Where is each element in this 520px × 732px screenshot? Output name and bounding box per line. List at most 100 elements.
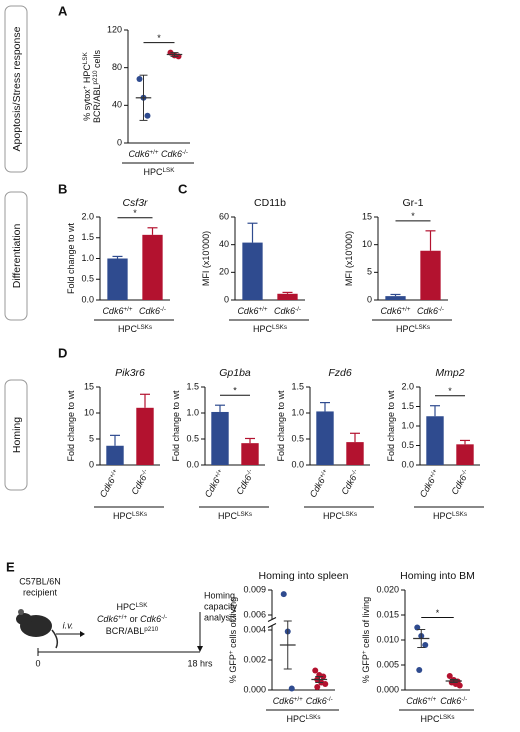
readout-label: capacity bbox=[204, 601, 238, 611]
y-axis-label: % GFP+ cells of living bbox=[361, 597, 372, 683]
y-tick-label: 0.000 bbox=[376, 684, 399, 694]
y-axis-label: MFI (x10'000) bbox=[344, 231, 354, 286]
y-tick-label: 5 bbox=[89, 433, 94, 443]
y-tick-label: 5 bbox=[367, 267, 372, 277]
y-axis-label: % sytox+ HPCLSK bbox=[82, 51, 93, 120]
panel-letter: C bbox=[178, 181, 188, 196]
axis-break bbox=[267, 623, 277, 628]
chart-title: Pik3r6 bbox=[115, 367, 145, 379]
significance-label: * bbox=[133, 208, 137, 218]
y-tick-label: 0.5 bbox=[186, 433, 199, 443]
y-tick-label: 15 bbox=[362, 211, 372, 221]
chart-title: Csf3r bbox=[122, 197, 148, 209]
y-tick-label: 120 bbox=[107, 24, 122, 34]
x-tick-label: Cdk6+/+ bbox=[406, 696, 436, 707]
timeline-label: 18 hrs bbox=[187, 658, 213, 668]
y-tick-label: 10 bbox=[362, 239, 372, 249]
chart-title: Gr-1 bbox=[403, 197, 424, 209]
data-point bbox=[312, 667, 319, 674]
bar bbox=[420, 250, 441, 300]
timeline-label: 0 bbox=[35, 658, 40, 668]
y-tick-label: 0.0 bbox=[186, 459, 199, 469]
bar bbox=[346, 442, 364, 465]
y-tick-label: 0.5 bbox=[401, 440, 414, 450]
data-point bbox=[280, 591, 287, 598]
y-axis-label: BCR/ABLp210 cells bbox=[92, 49, 103, 123]
bar bbox=[426, 416, 444, 465]
y-tick-label: 0.004 bbox=[243, 624, 266, 634]
group-label: HPCLSKs bbox=[113, 511, 147, 522]
section-box bbox=[4, 379, 28, 491]
y-tick-label: 1.5 bbox=[186, 381, 199, 391]
x-tick-label: Cdk6-/- bbox=[274, 306, 301, 317]
panel-letter: B bbox=[58, 181, 67, 196]
y-axis-label: Fold change to wt bbox=[276, 390, 286, 462]
y-tick-label: 0.5 bbox=[81, 274, 94, 284]
data-point bbox=[456, 682, 463, 689]
panel-letter: D bbox=[58, 345, 67, 360]
section-label: Homing bbox=[11, 417, 23, 453]
y-axis-label: Fold change to wt bbox=[66, 222, 76, 294]
y-tick-label: 0.0 bbox=[81, 294, 94, 304]
oncogene-label: BCR/ABLp210 bbox=[106, 626, 159, 637]
y-tick-label: 15 bbox=[84, 381, 94, 391]
bar bbox=[106, 445, 124, 465]
y-tick-label: 60 bbox=[219, 211, 229, 221]
bar bbox=[385, 296, 406, 300]
y-tick-label: 1.0 bbox=[186, 407, 199, 417]
significance-label: * bbox=[157, 33, 161, 43]
panel-letter: E bbox=[6, 559, 15, 574]
chart-title: Gp1ba bbox=[219, 367, 251, 379]
cells-label: HPCLSK bbox=[117, 602, 149, 613]
y-tick-label: 2.0 bbox=[401, 381, 414, 391]
bar bbox=[211, 411, 229, 465]
group-label: HPCLSKs bbox=[396, 324, 430, 335]
y-tick-label: 1.0 bbox=[401, 420, 414, 430]
y-tick-label: 2.0 bbox=[81, 211, 94, 221]
y-axis-label: % GFP+ cells of living bbox=[228, 597, 239, 683]
significance-label: * bbox=[411, 211, 415, 221]
y-tick-label: 0.0 bbox=[291, 459, 304, 469]
mouse-ear bbox=[18, 609, 24, 615]
bar bbox=[142, 234, 163, 300]
data-point bbox=[136, 75, 143, 82]
bar bbox=[316, 411, 334, 465]
genotype-label: Cdk6+/+ or Cdk6-/- bbox=[97, 614, 167, 625]
y-tick-label: 1.0 bbox=[81, 253, 94, 263]
x-tick-label: Cdk6-/- bbox=[417, 306, 444, 317]
section-box bbox=[4, 191, 28, 321]
group-label: HPCLSKs bbox=[286, 714, 320, 725]
y-tick-label: 0 bbox=[117, 137, 122, 147]
mouse-role: recipient bbox=[23, 587, 58, 597]
x-tick-label: Cdk6-/- bbox=[306, 696, 333, 707]
mouse-head bbox=[16, 613, 32, 625]
significance-label: * bbox=[233, 386, 237, 396]
schematic: C57BL/6N recipient i.v. HPCLSK Cdk6+/+ o… bbox=[16, 576, 238, 668]
x-tick-label: Cdk6+/+ bbox=[102, 306, 132, 317]
arrowhead bbox=[197, 646, 203, 652]
group-label: HPCLSKs bbox=[253, 324, 287, 335]
group-label: HPCLSK bbox=[144, 167, 176, 178]
significance-label: * bbox=[448, 386, 452, 396]
y-tick-label: 20 bbox=[219, 267, 229, 277]
chart-title: Fzd6 bbox=[328, 367, 352, 379]
bar bbox=[241, 443, 259, 465]
y-tick-label: 40 bbox=[112, 100, 122, 110]
bar bbox=[242, 242, 263, 300]
group-label: HPCLSKs bbox=[433, 511, 467, 522]
readout-label: Homing bbox=[204, 590, 235, 600]
chart-title: Mmp2 bbox=[435, 367, 464, 379]
y-tick-label: 0.002 bbox=[243, 654, 266, 664]
data-point bbox=[422, 642, 429, 648]
mouse-tail bbox=[51, 629, 59, 649]
x-tick-label: Cdk6+/+ bbox=[273, 696, 303, 707]
readout-label: analysis bbox=[204, 612, 237, 622]
y-axis-label: Fold change to wt bbox=[66, 390, 76, 462]
route-label: i.v. bbox=[63, 620, 74, 630]
group-label: HPCLSKs bbox=[420, 714, 454, 725]
y-tick-label: 0.006 bbox=[243, 609, 266, 619]
y-tick-label: 1.5 bbox=[81, 232, 94, 242]
bar bbox=[277, 293, 298, 300]
bar bbox=[456, 444, 474, 465]
